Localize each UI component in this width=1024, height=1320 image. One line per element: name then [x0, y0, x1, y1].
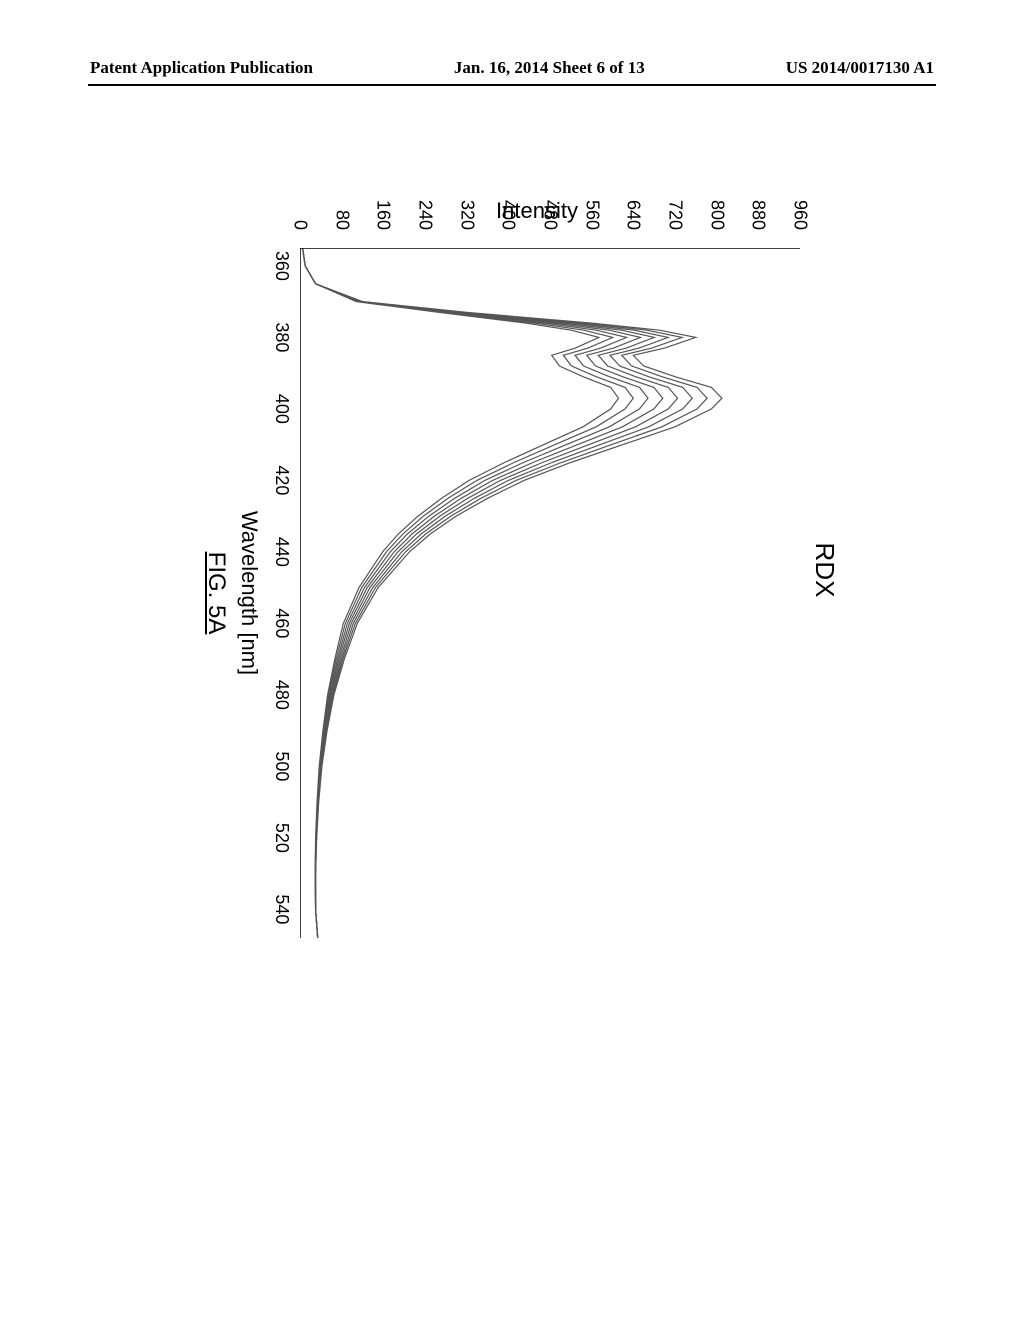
y-tick-label: 960 — [790, 200, 811, 230]
plot-area — [300, 248, 800, 938]
series-line — [303, 248, 693, 938]
header-rule — [88, 84, 936, 86]
x-tick-label: 420 — [271, 465, 292, 495]
y-tick-label: 800 — [706, 200, 727, 230]
figure-inner: RDX 0 80 160 240 320 400 480 560 640 720 800 880 960… — [200, 180, 840, 960]
y-tick-label: 720 — [665, 200, 686, 230]
series-line — [303, 248, 619, 938]
x-tick-label: 520 — [271, 823, 292, 853]
y-tick-label: 80 — [331, 210, 352, 230]
header-patent-number: US 2014/0017130 A1 — [786, 58, 934, 78]
series-line — [303, 248, 634, 938]
x-tick-label: 460 — [271, 608, 292, 638]
figure-caption: FIG. 5A — [202, 248, 230, 938]
series-line — [303, 248, 648, 938]
y-tick-label: 320 — [456, 200, 477, 230]
y-tick-label: 240 — [415, 200, 436, 230]
x-tick-label: 540 — [271, 894, 292, 924]
series-line — [303, 248, 722, 938]
y-tick-label: 640 — [623, 200, 644, 230]
x-tick-label: 380 — [271, 322, 292, 352]
y-tick-label: 160 — [373, 200, 394, 230]
x-tick-label: 480 — [271, 680, 292, 710]
x-tick-label: 400 — [271, 394, 292, 424]
x-tick-label: 360 — [271, 251, 292, 281]
y-tick-label: 560 — [581, 200, 602, 230]
chart-title: RDX — [809, 180, 840, 960]
x-tick-label: 500 — [271, 751, 292, 781]
y-tick-label: 880 — [748, 200, 769, 230]
x-tick-labels: 360 380 400 420 440 460 480 500 520 540 — [264, 248, 292, 938]
figure-rotated-container: RDX 080160240320400480560640720800880960… — [130, 250, 910, 890]
chart-svg — [300, 248, 800, 938]
x-tick-label: 440 — [271, 537, 292, 567]
series-line — [303, 248, 708, 938]
x-axis-label: Wavelength [nm] — [236, 248, 262, 938]
header-publication: Patent Application Publication — [90, 58, 313, 78]
page-header: Patent Application Publication Jan. 16, … — [0, 58, 1024, 78]
header-date-sheet: Jan. 16, 2014 Sheet 6 of 13 — [454, 58, 645, 78]
y-tick-label: 0 — [290, 220, 311, 230]
y-axis-label: Intensity — [496, 198, 578, 224]
